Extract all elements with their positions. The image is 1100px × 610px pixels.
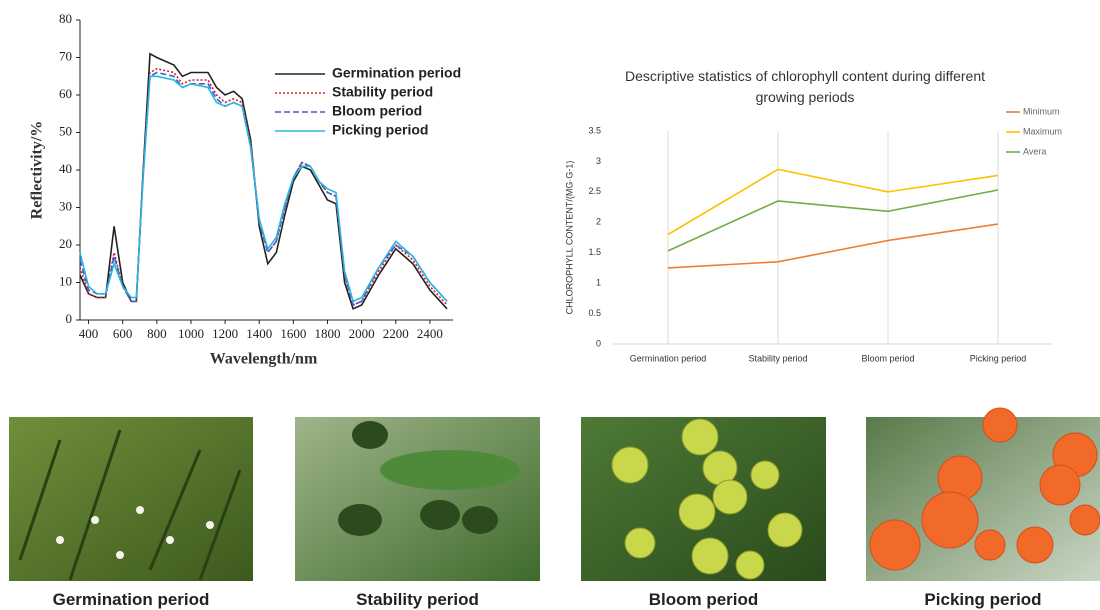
chart-title: Descriptive statistics of chlorophyll co… <box>615 66 995 108</box>
y-tick-label: 0.5 <box>588 308 601 318</box>
y-axis-label: Reflectivity/% <box>29 121 46 220</box>
y-tick-label: 80 <box>59 11 72 26</box>
y-tick-label: 20 <box>59 236 72 251</box>
y-tick-label: 0 <box>596 338 601 348</box>
series-line <box>668 224 998 268</box>
x-tick-label: 1200 <box>212 326 238 341</box>
y-tick-label: 10 <box>59 273 72 288</box>
x-tick-label: 1600 <box>280 326 306 341</box>
photo-germination <box>9 417 253 581</box>
x-tick-label: 1400 <box>246 326 272 341</box>
y-tick-label: 40 <box>59 161 72 176</box>
y-tick-label: 70 <box>59 48 72 63</box>
photo-caption: Stability period <box>295 590 540 610</box>
x-tick-label: Bloom period <box>861 353 914 363</box>
photo-caption: Picking period <box>866 590 1100 610</box>
legend-label: Minimum <box>1023 106 1060 116</box>
x-tick-label: 2400 <box>417 326 443 341</box>
legend-label: Stability period <box>332 84 433 100</box>
y-tick-label: 30 <box>59 198 72 213</box>
y-tick-label: 1 <box>596 278 601 288</box>
series-line <box>668 190 998 251</box>
legend-label: Maximum <box>1023 126 1062 136</box>
legend-label: Avera <box>1023 146 1046 156</box>
x-tick-label: 1000 <box>178 326 204 341</box>
x-tick-label: 2200 <box>383 326 409 341</box>
x-axis-label: Wavelength/nm <box>210 351 318 368</box>
series-line <box>668 169 998 234</box>
x-tick-label: Germination period <box>630 353 707 363</box>
y-axis-label: CHLOROPHYLL CONTENT/(MG·G-1) <box>564 161 574 315</box>
photo-caption: Germination period <box>9 590 253 610</box>
y-tick-label: 50 <box>59 123 72 138</box>
x-tick-label: 800 <box>147 326 167 341</box>
page: 0102030405060708040060080010001200140016… <box>0 0 1100 610</box>
legend-label: Germination period <box>332 65 461 81</box>
y-tick-label: 2 <box>596 217 601 227</box>
legend-label: Bloom period <box>332 103 422 119</box>
photo-detail <box>380 450 520 490</box>
y-tick-label: 3 <box>596 156 601 166</box>
photos <box>9 408 1100 581</box>
x-tick-label: 2000 <box>349 326 375 341</box>
y-tick-label: 0 <box>66 311 73 326</box>
x-tick-label: 1800 <box>315 326 341 341</box>
chlorophyll-chart: 0 0.5 1 1.5 2 2.5 3 3.5 Germination period Stabil… <box>564 106 1062 363</box>
x-tick-label: 600 <box>113 326 133 341</box>
y-tick-label: 2.5 <box>588 186 601 196</box>
y-tick-label: 1.5 <box>588 247 601 257</box>
photo-caption: Bloom period <box>581 590 826 610</box>
x-tick-label: Stability period <box>748 353 807 363</box>
legend-label: Picking period <box>332 122 428 138</box>
x-tick-label: Picking period <box>970 353 1027 363</box>
spectral-chart: 0 10 20 30 40 50 60 70 80 400 600 800 1000 1200 1400 16… <box>29 11 461 368</box>
x-tick-label: 400 <box>79 326 99 341</box>
y-tick-label: 60 <box>59 86 72 101</box>
photo-stability <box>295 417 540 581</box>
y-tick-label: 3.5 <box>588 125 601 135</box>
